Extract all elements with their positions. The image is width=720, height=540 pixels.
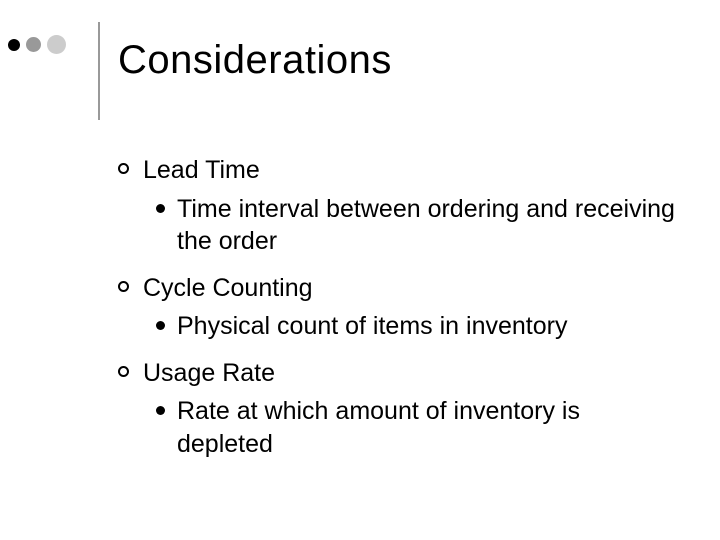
dot-icon	[26, 37, 41, 52]
solid-circle-icon	[156, 321, 165, 330]
list-item: Cycle Counting Physical count of items i…	[118, 272, 678, 343]
list-subitem: Time interval between ordering and recei…	[156, 193, 678, 258]
list-item-label: Cycle Counting	[143, 272, 313, 305]
dot-icon	[47, 35, 66, 54]
open-circle-icon	[118, 163, 129, 174]
dot-icon	[8, 39, 20, 51]
open-circle-icon	[118, 281, 129, 292]
list-item: Lead Time Time interval between ordering…	[118, 154, 678, 258]
solid-circle-icon	[156, 406, 165, 415]
list-item-label: Lead Time	[143, 154, 260, 187]
slide: Considerations Lead Time Time interval b…	[0, 0, 720, 540]
list-item-label: Usage Rate	[143, 357, 275, 390]
list-subitem-label: Rate at which amount of inventory is dep…	[177, 395, 678, 460]
list-subitem: Rate at which amount of inventory is dep…	[156, 395, 678, 460]
slide-title: Considerations	[118, 38, 392, 83]
decorator-dots	[8, 35, 72, 54]
list-subitem-label: Physical count of items in inventory	[177, 310, 567, 343]
list-subitem-label: Time interval between ordering and recei…	[177, 193, 678, 258]
solid-circle-icon	[156, 204, 165, 213]
vertical-divider	[98, 22, 100, 120]
slide-content: Lead Time Time interval between ordering…	[118, 140, 678, 460]
list-item: Usage Rate Rate at which amount of inven…	[118, 357, 678, 461]
open-circle-icon	[118, 366, 129, 377]
list-subitem: Physical count of items in inventory	[156, 310, 678, 343]
